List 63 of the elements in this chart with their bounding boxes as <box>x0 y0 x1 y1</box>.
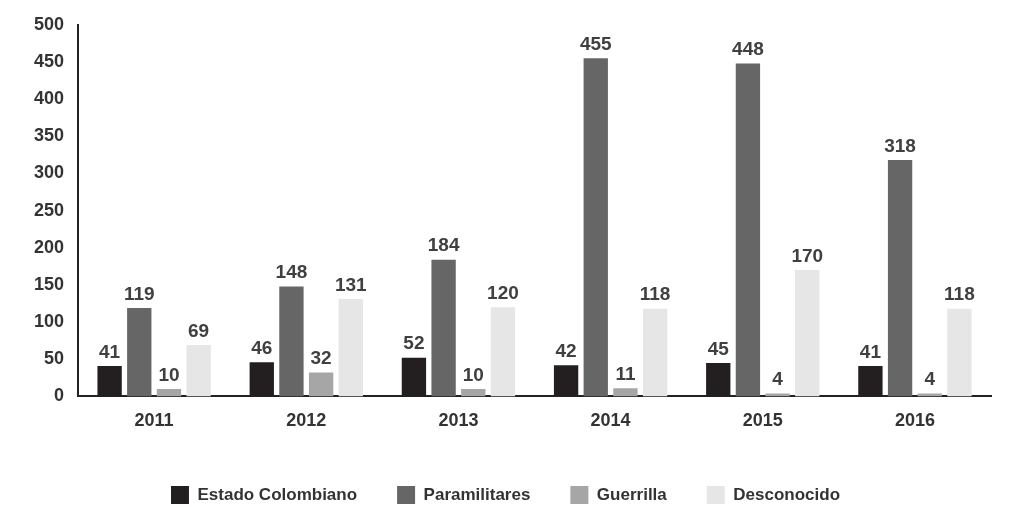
data-label: 120 <box>487 281 519 303</box>
data-label: 4 <box>924 368 936 390</box>
bar <box>735 63 761 397</box>
data-label: 318 <box>884 134 916 156</box>
y-tick-label: 250 <box>33 199 65 220</box>
bar <box>490 307 516 397</box>
legend-label: Desconocido <box>733 484 841 504</box>
y-tick-label: 450 <box>33 50 65 71</box>
data-label: 10 <box>462 363 484 385</box>
data-label: 10 <box>158 363 180 385</box>
data-label: 148 <box>275 261 308 283</box>
bar <box>795 270 820 397</box>
bar <box>947 308 972 397</box>
data-label: 448 <box>732 38 764 60</box>
y-tick-label: 100 <box>33 311 65 332</box>
data-label: 119 <box>123 282 155 304</box>
bar <box>431 259 456 397</box>
y-tick-label: 200 <box>33 236 65 257</box>
bar <box>917 393 942 397</box>
data-label: 52 <box>403 332 425 354</box>
data-label: 42 <box>555 339 577 361</box>
y-tick-label: 300 <box>33 162 65 183</box>
y-tick-label: 500 <box>33 13 65 34</box>
y-tick-label: 400 <box>33 88 65 109</box>
bar <box>461 388 486 397</box>
data-label: 45 <box>707 337 730 359</box>
legend-label: Estado Colombiano <box>197 484 358 504</box>
x-tick-label: 2011 <box>134 410 174 431</box>
data-label: 69 <box>188 319 210 341</box>
legend-label: Paramilitares <box>423 484 531 504</box>
data-label: 41 <box>99 340 121 362</box>
y-tick-label: 0 <box>54 385 65 406</box>
y-tick-label: 50 <box>44 348 65 369</box>
bar <box>765 393 790 397</box>
bar <box>156 388 182 397</box>
data-label: 46 <box>251 336 273 358</box>
bar <box>338 299 363 397</box>
x-tick-label: 2013 <box>438 410 479 431</box>
x-tick-label: 2015 <box>742 410 783 431</box>
legend-label: Guerrilla <box>596 484 668 504</box>
x-tick-label: 2014 <box>590 410 631 431</box>
bar <box>613 388 638 397</box>
data-label: 118 <box>639 283 671 305</box>
bar <box>127 307 152 397</box>
bar <box>279 286 304 397</box>
bar <box>186 345 211 397</box>
data-label: 131 <box>334 273 368 295</box>
data-label: 41 <box>859 340 882 362</box>
data-label: 4 <box>772 368 784 390</box>
bar <box>583 58 608 397</box>
y-tick-label: 150 <box>33 273 65 294</box>
data-label: 184 <box>427 234 460 256</box>
y-tick-label: 350 <box>33 125 65 146</box>
data-label: 118 <box>944 283 975 305</box>
data-label: 455 <box>579 32 613 54</box>
bar <box>308 372 334 397</box>
x-tick-label: 2016 <box>894 410 935 431</box>
x-tick-label: 2012 <box>286 410 327 431</box>
data-label: 11 <box>615 362 636 384</box>
data-label: 170 <box>791 244 824 266</box>
bar <box>887 160 913 397</box>
data-label: 32 <box>310 347 332 369</box>
bar <box>642 308 668 397</box>
